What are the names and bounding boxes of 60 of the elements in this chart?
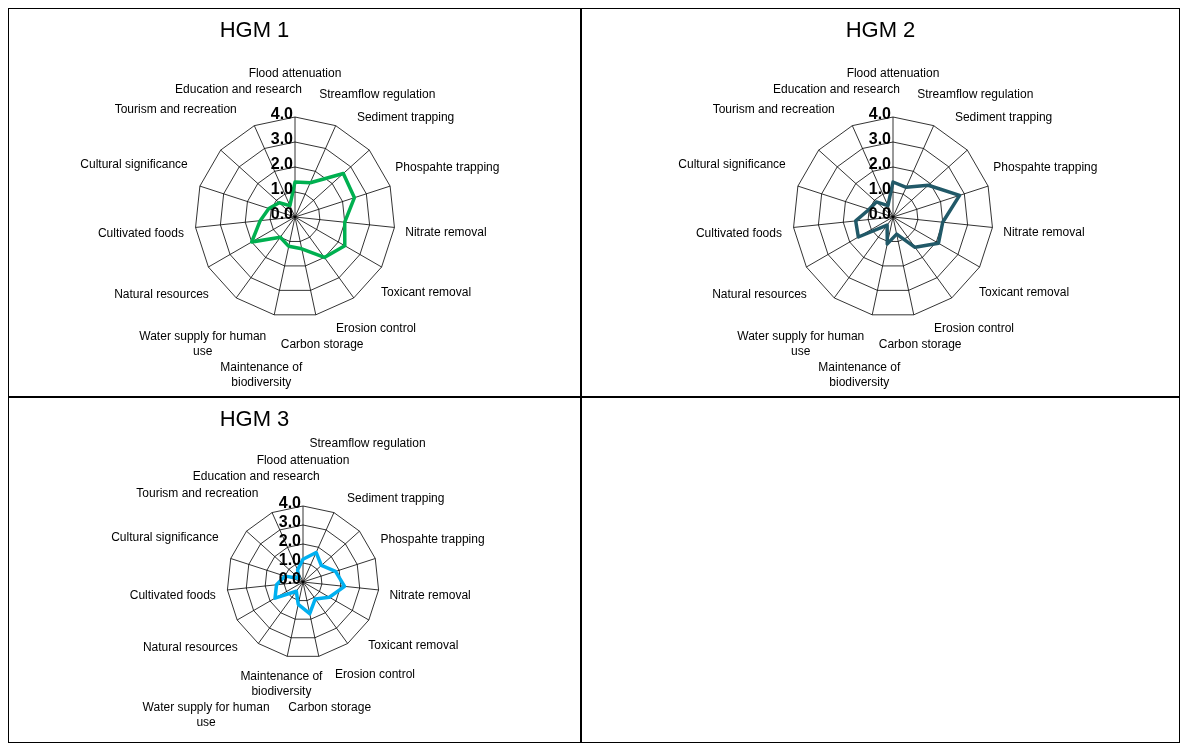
- spoke-label: Toxicant removal: [368, 638, 459, 653]
- spoke-label: Streamflow regulation: [917, 87, 1034, 102]
- spoke-label: Flood attenuation: [256, 453, 350, 467]
- y-tick-label: 4.0: [868, 105, 892, 122]
- y-tick-label: 2.0: [270, 155, 294, 172]
- spoke-label: Streamflow regulation: [309, 436, 426, 451]
- spoke-label: Cultivated foods: [695, 225, 782, 240]
- spoke-label: Nitrate removal: [405, 225, 487, 240]
- spoke-label: Carbon storage: [280, 337, 364, 352]
- spoke-label: Natural resources: [712, 286, 807, 301]
- spoke-label: Natural resources: [142, 639, 238, 654]
- spoke-label: Maintenance of biodiversity: [818, 360, 902, 390]
- spoke-label: Flood attenuation: [248, 66, 342, 80]
- spoke-label: Cultural significance: [678, 157, 787, 172]
- y-tick-label: 4.0: [270, 105, 294, 122]
- y-tick-label: 1.0: [270, 180, 294, 197]
- spoke-label: Water supply for human use: [737, 328, 865, 358]
- spoke-label: Flood attenuation: [846, 66, 940, 80]
- y-tick-label: 3.0: [270, 130, 294, 147]
- chart-title: HGM 3: [218, 406, 291, 432]
- spoke-label: Carbon storage: [288, 700, 372, 715]
- spoke-label: Maintenance of biodiversity: [240, 668, 324, 698]
- y-tick-label: 1.0: [278, 551, 302, 568]
- y-tick-label: 2.0: [278, 532, 302, 549]
- spoke-label: Sediment trapping: [347, 490, 445, 505]
- y-tick-label: 2.0: [868, 155, 892, 172]
- spoke-label: Maintenance of biodiversity: [220, 360, 304, 390]
- spoke-label: Erosion control: [335, 666, 416, 681]
- spoke-label: Cultivated foods: [129, 588, 216, 603]
- spoke-label: Tourism and recreation: [712, 102, 835, 117]
- spoke-label: Erosion control: [934, 321, 1015, 336]
- spoke-label: Education and research: [175, 82, 302, 97]
- spoke-label: Cultural significance: [111, 529, 219, 544]
- spoke-label: Erosion control: [336, 321, 417, 336]
- spoke-label: Nitrate removal: [389, 587, 471, 602]
- spoke-label: Tourism and recreation: [136, 485, 259, 500]
- spoke-label: Carbon storage: [878, 337, 962, 352]
- spoke-label: Natural resources: [114, 286, 209, 301]
- spoke-label: Phospahte trapping: [395, 159, 500, 174]
- spoke-label: Toxicant removal: [979, 285, 1070, 300]
- spoke-label: Streamflow regulation: [319, 87, 436, 102]
- spoke-label: Water supply for human use: [139, 328, 267, 358]
- spoke-label: Education and research: [773, 82, 900, 97]
- y-tick-label: 1.0: [868, 180, 892, 197]
- spoke-label: Phospahte trapping: [380, 532, 485, 547]
- spoke-label: Water supply for human use: [142, 700, 270, 730]
- spoke-label: Toxicant removal: [381, 285, 472, 300]
- spoke-label: Tourism and recreation: [114, 102, 237, 117]
- spoke-label: Sediment trapping: [954, 109, 1053, 124]
- spoke-label: Cultural significance: [80, 157, 189, 172]
- spoke-label: Education and research: [192, 469, 320, 484]
- spoke-label: Phospahte trapping: [993, 159, 1098, 174]
- y-tick-label: 3.0: [868, 130, 892, 147]
- chart-title: HGM 1: [218, 17, 291, 43]
- chart-title: HGM 2: [844, 17, 917, 43]
- spoke-label: Nitrate removal: [1003, 225, 1085, 240]
- spoke-label: Cultivated foods: [97, 225, 184, 240]
- spoke-label: Sediment trapping: [356, 109, 455, 124]
- y-tick-label: 3.0: [278, 513, 302, 530]
- y-tick-label: 4.0: [278, 494, 302, 511]
